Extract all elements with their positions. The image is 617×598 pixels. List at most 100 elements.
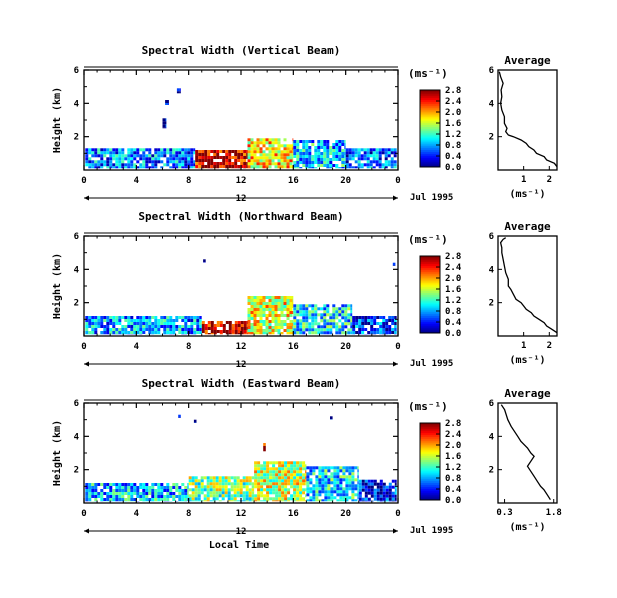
heatmap-cell (250, 305, 254, 308)
heatmap-cell (348, 472, 352, 476)
heatmap-cell (344, 307, 348, 311)
heatmap-cell (100, 498, 104, 501)
heatmap-cell (251, 500, 255, 502)
heatmap-cell (289, 302, 293, 305)
y-tick-label: 4 (74, 99, 80, 109)
heatmap-cell (209, 485, 213, 489)
heatmap-cell (151, 483, 155, 486)
heatmap-cell (321, 478, 325, 482)
heatmap-cell (354, 499, 358, 502)
heatmap-cell (375, 151, 379, 155)
heatmap-cell (388, 497, 392, 501)
colorbar-cell (420, 484, 440, 487)
heatmap-cell (151, 495, 155, 498)
heatmap-cell (266, 464, 270, 468)
heatmap-cell (175, 495, 179, 498)
heatmap-cell (121, 316, 125, 319)
heatmap-cell (259, 302, 263, 305)
heatmap-cell (388, 331, 392, 334)
heatmap-cell (248, 482, 252, 486)
heatmap-cell (341, 152, 345, 155)
heatmap-cell (336, 493, 340, 497)
heatmap-cell (385, 491, 389, 495)
heatmap-cell (115, 166, 119, 169)
heatmap-cell (262, 141, 266, 145)
heatmap-cell (305, 494, 307, 498)
heatmap-cell (293, 146, 297, 149)
heatmap-cell (184, 492, 188, 495)
heatmap-cell (251, 488, 255, 492)
heatmap-cell (314, 158, 318, 161)
heatmap-cell (253, 165, 257, 169)
heatmap-cell (209, 482, 213, 486)
heatmap-cell (115, 322, 119, 325)
heatmap-cell (145, 483, 149, 486)
heatmap-cell (265, 302, 269, 305)
heatmap-cell (384, 163, 388, 167)
heatmap-cell (320, 152, 324, 155)
heatmap-cell (385, 488, 389, 492)
heatmap-cell (94, 160, 98, 164)
heatmap-cell (394, 488, 397, 492)
heatmap-cell (289, 296, 293, 299)
heatmap-cell (393, 151, 397, 155)
heatmap-cell (256, 144, 260, 148)
heatmap-cell (127, 316, 131, 319)
heatmap-cell (344, 304, 348, 308)
heatmap-cell (201, 330, 205, 333)
heatmap-cell (274, 317, 278, 320)
heatmap-cell (354, 154, 358, 158)
heatmap-cell (225, 162, 229, 165)
heatmap-cell (284, 476, 288, 480)
heatmap-cell (257, 488, 261, 492)
heatmap-cell (305, 310, 309, 314)
colorbar-cell (420, 471, 440, 474)
heatmap-cell (112, 148, 116, 152)
heatmap-cell (253, 302, 257, 305)
heatmap-cell (265, 320, 269, 323)
heatmap-cell (94, 328, 98, 331)
heatmap-cell (262, 308, 266, 311)
heatmap-cell (139, 325, 143, 328)
heatmap-cell (210, 333, 214, 335)
heatmap-cell (160, 151, 164, 155)
heatmap-cell (215, 488, 219, 492)
heatmap-cell (148, 154, 152, 158)
colorbar-cell (420, 448, 440, 451)
heatmap-cell (88, 492, 92, 495)
colorbar-cell (420, 438, 440, 441)
colorbar-cell (420, 130, 440, 133)
heatmap-cell (378, 160, 382, 164)
heatmap-cell (237, 330, 241, 333)
heatmap-cell (169, 151, 173, 155)
heatmap-cell (332, 146, 336, 149)
heatmap-cell (130, 492, 134, 495)
heatmap-cell (326, 161, 330, 164)
heatmap-cell (260, 467, 264, 471)
heatmap-cell (209, 476, 213, 480)
heatmap-cell (266, 461, 270, 465)
heatmap-cell (215, 494, 219, 498)
heatmap-cell (210, 159, 214, 162)
heatmap-cell (384, 148, 388, 152)
heatmap-cell (296, 161, 300, 164)
heatmap-cell (115, 495, 119, 498)
heatmap-cell (157, 486, 161, 489)
heatmap-cell (378, 163, 382, 167)
heatmap-cell (103, 148, 107, 152)
heatmap-cell (133, 163, 137, 167)
heatmap-cell (251, 482, 255, 486)
heatmap-cell (299, 491, 303, 495)
heatmap-cell (370, 331, 374, 334)
heatmap-cell (121, 492, 125, 495)
heatmap-cell (243, 330, 247, 333)
heatmap-cell (188, 482, 192, 486)
heatmap-cell (227, 488, 231, 492)
heatmap-cell (191, 500, 195, 502)
heatmap-cell (284, 461, 288, 465)
time-ruler-label: 12 (236, 527, 247, 537)
heatmap-cell (339, 475, 343, 479)
heatmap-cell (130, 157, 134, 161)
heatmap-cell (387, 160, 391, 164)
heatmap-cell (314, 146, 318, 149)
